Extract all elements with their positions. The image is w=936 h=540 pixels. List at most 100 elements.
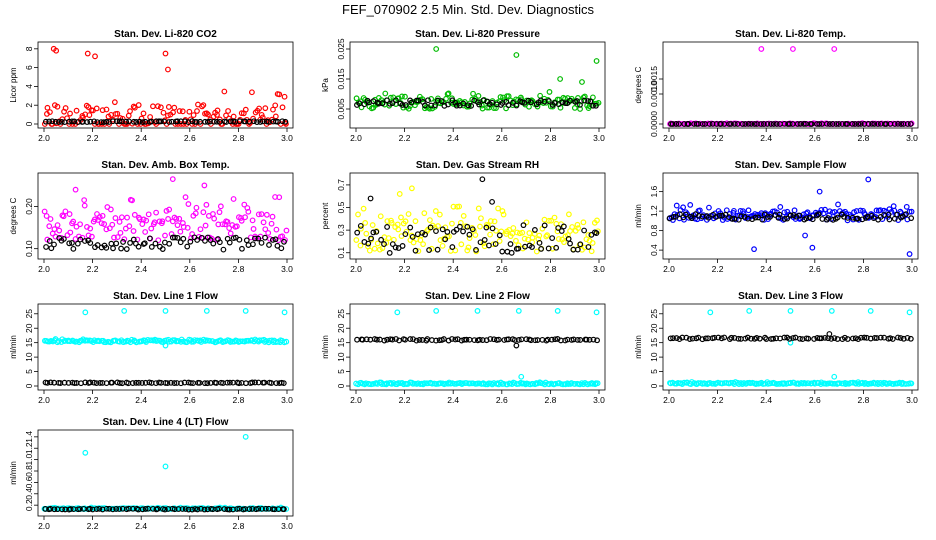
data-point [396,191,403,197]
data-point [87,240,94,246]
data-point [265,230,272,236]
data-point [143,217,150,224]
data-point [192,506,199,512]
y-tick-label: 0.0010 [649,81,659,107]
data-point [141,240,148,247]
data-point [831,46,838,52]
data-point [256,105,262,112]
data-point [825,215,831,221]
data-point [768,121,774,127]
panel-frame [662,303,919,391]
data-point [139,380,145,386]
data-point [738,213,744,220]
data-point [238,217,245,224]
data-point [219,221,226,228]
data-point [529,244,535,250]
data-point [71,380,78,387]
data-point [567,97,573,104]
data-point [824,120,830,127]
data-point [526,103,532,110]
x-tick-label: 2.0 [350,395,362,405]
data-point [577,241,584,248]
data-point [575,225,582,232]
data-point [162,50,169,57]
data-point [491,218,498,225]
data-point [81,202,88,209]
x-tick-label: 2.0 [38,133,50,143]
data-point [427,224,434,231]
data-point [513,52,520,58]
data-point [270,106,276,113]
data-point [62,506,69,513]
data-point [855,121,862,127]
data-point [548,336,555,343]
data-point [758,121,764,127]
data-point [103,505,110,512]
data-point [685,121,692,127]
series-1 [41,176,290,244]
data-point [742,121,749,127]
y-tick-label: 15 [336,338,346,348]
y-tick-label: 2 [24,103,34,108]
data-point [748,335,754,342]
data-point [361,101,368,108]
data-point [162,380,169,386]
data-point [593,102,599,109]
panel-frame [37,172,294,260]
data-point [435,223,441,229]
data-point [489,198,495,205]
series-2 [666,211,915,223]
data-point [236,236,243,243]
data-point [145,211,152,218]
data-point [252,235,258,242]
data-point [114,110,121,117]
data-point [59,506,66,513]
data-point [193,204,200,211]
data-point [581,244,588,251]
data-point [84,119,91,125]
data-point [538,246,545,252]
data-point [374,240,381,247]
data-point [123,246,130,252]
data-point [203,110,210,117]
data-point [263,211,270,218]
data-point [129,380,136,386]
data-point [787,212,794,219]
data-point [667,335,674,342]
x-tick-label: 2.0 [350,264,362,274]
data-point [243,237,250,244]
data-point [457,223,463,230]
data-point [439,242,446,249]
x-tick-label: 2.4 [760,264,772,274]
y-axis-label: ml/min [9,461,18,485]
data-point [154,505,161,512]
data-point [453,226,460,233]
data-point [891,121,898,127]
data-point [148,243,155,250]
x-tick-label: 2.0 [663,133,675,143]
data-point [369,222,376,228]
data-point [689,335,696,342]
data-point [579,79,585,85]
data-point [216,209,223,216]
data-point [268,220,275,227]
data-point [760,121,767,127]
x-tick-label: 2.0 [663,264,675,274]
data-point [800,121,807,127]
x-tick-label: 2.8 [232,395,244,405]
panel-2: Stan. Dev. Li-820 Pressure 2.0 2.2 2.4 2.6 2.… [321,29,606,143]
data-point [354,229,361,236]
y-tick-label: 0.10 [24,240,34,257]
x-tick-label: 2.6 [809,264,821,274]
data-point [787,307,794,314]
data-point [281,93,288,100]
data-point [140,110,147,117]
data-point [169,176,176,183]
data-point [378,236,385,243]
data-point [56,227,63,234]
data-point [808,380,815,387]
x-tick-label: 2.4 [135,133,147,143]
data-point [407,224,414,231]
y-tick-label: 0.025 [336,38,346,60]
data-point [399,93,405,100]
